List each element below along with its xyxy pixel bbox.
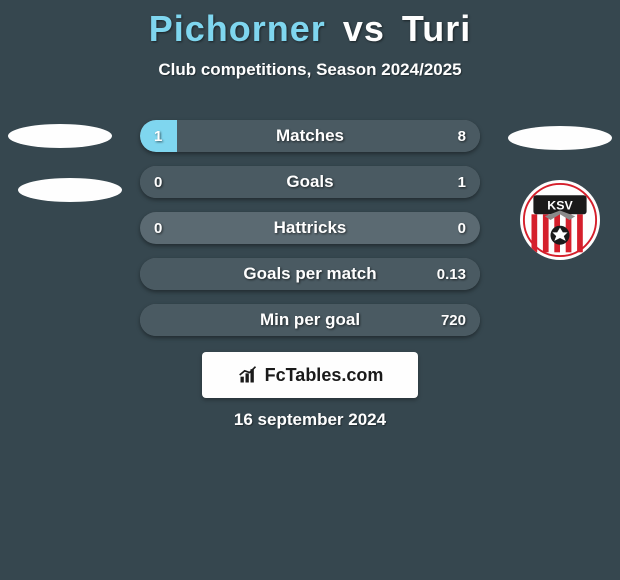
comparison-title: Pichorner vs Turi	[0, 0, 620, 50]
stat-value-left: 1	[154, 120, 162, 152]
stat-value-left: 0	[154, 166, 162, 198]
stat-fill-right	[140, 166, 480, 198]
stat-row: 18Matches	[140, 120, 480, 152]
subtitle: Club competitions, Season 2024/2025	[0, 60, 620, 80]
brand-chart-icon	[237, 365, 259, 385]
brand-text: FcTables.com	[265, 365, 384, 386]
brand-box: FcTables.com	[202, 352, 418, 398]
stat-row: 0 0Hattricks	[140, 212, 480, 244]
stat-value-right: 8	[458, 120, 466, 152]
stat-value-right: 0	[458, 212, 466, 244]
date-line: 16 september 2024	[0, 410, 620, 430]
stat-fill-right	[140, 258, 480, 290]
stat-row: 720Min per goal	[140, 304, 480, 336]
stats-container: 18Matches01Goals00Hattricks0.13Goals per…	[140, 120, 480, 350]
player1-club-placeholder	[18, 178, 122, 202]
stat-row: 01Goals	[140, 166, 480, 198]
player1-name: Pichorner	[149, 8, 326, 49]
vs-label: vs	[343, 8, 385, 49]
player2-club-badge: KSV	[520, 180, 600, 260]
stat-row: 0.13Goals per match	[140, 258, 480, 290]
player2-avatar-placeholder	[508, 126, 612, 150]
stat-value-left: 0	[154, 212, 162, 244]
player2-name: Turi	[402, 8, 471, 49]
stat-value-right: 720	[441, 304, 466, 336]
stat-fill-right	[177, 120, 480, 152]
stat-value-right: 1	[458, 166, 466, 198]
stat-value-right: 0.13	[437, 258, 466, 290]
stat-fill-right	[140, 304, 480, 336]
player1-avatar-placeholder	[8, 124, 112, 148]
badge-text: KSV	[547, 199, 573, 213]
stat-label: Hattricks	[140, 212, 480, 244]
